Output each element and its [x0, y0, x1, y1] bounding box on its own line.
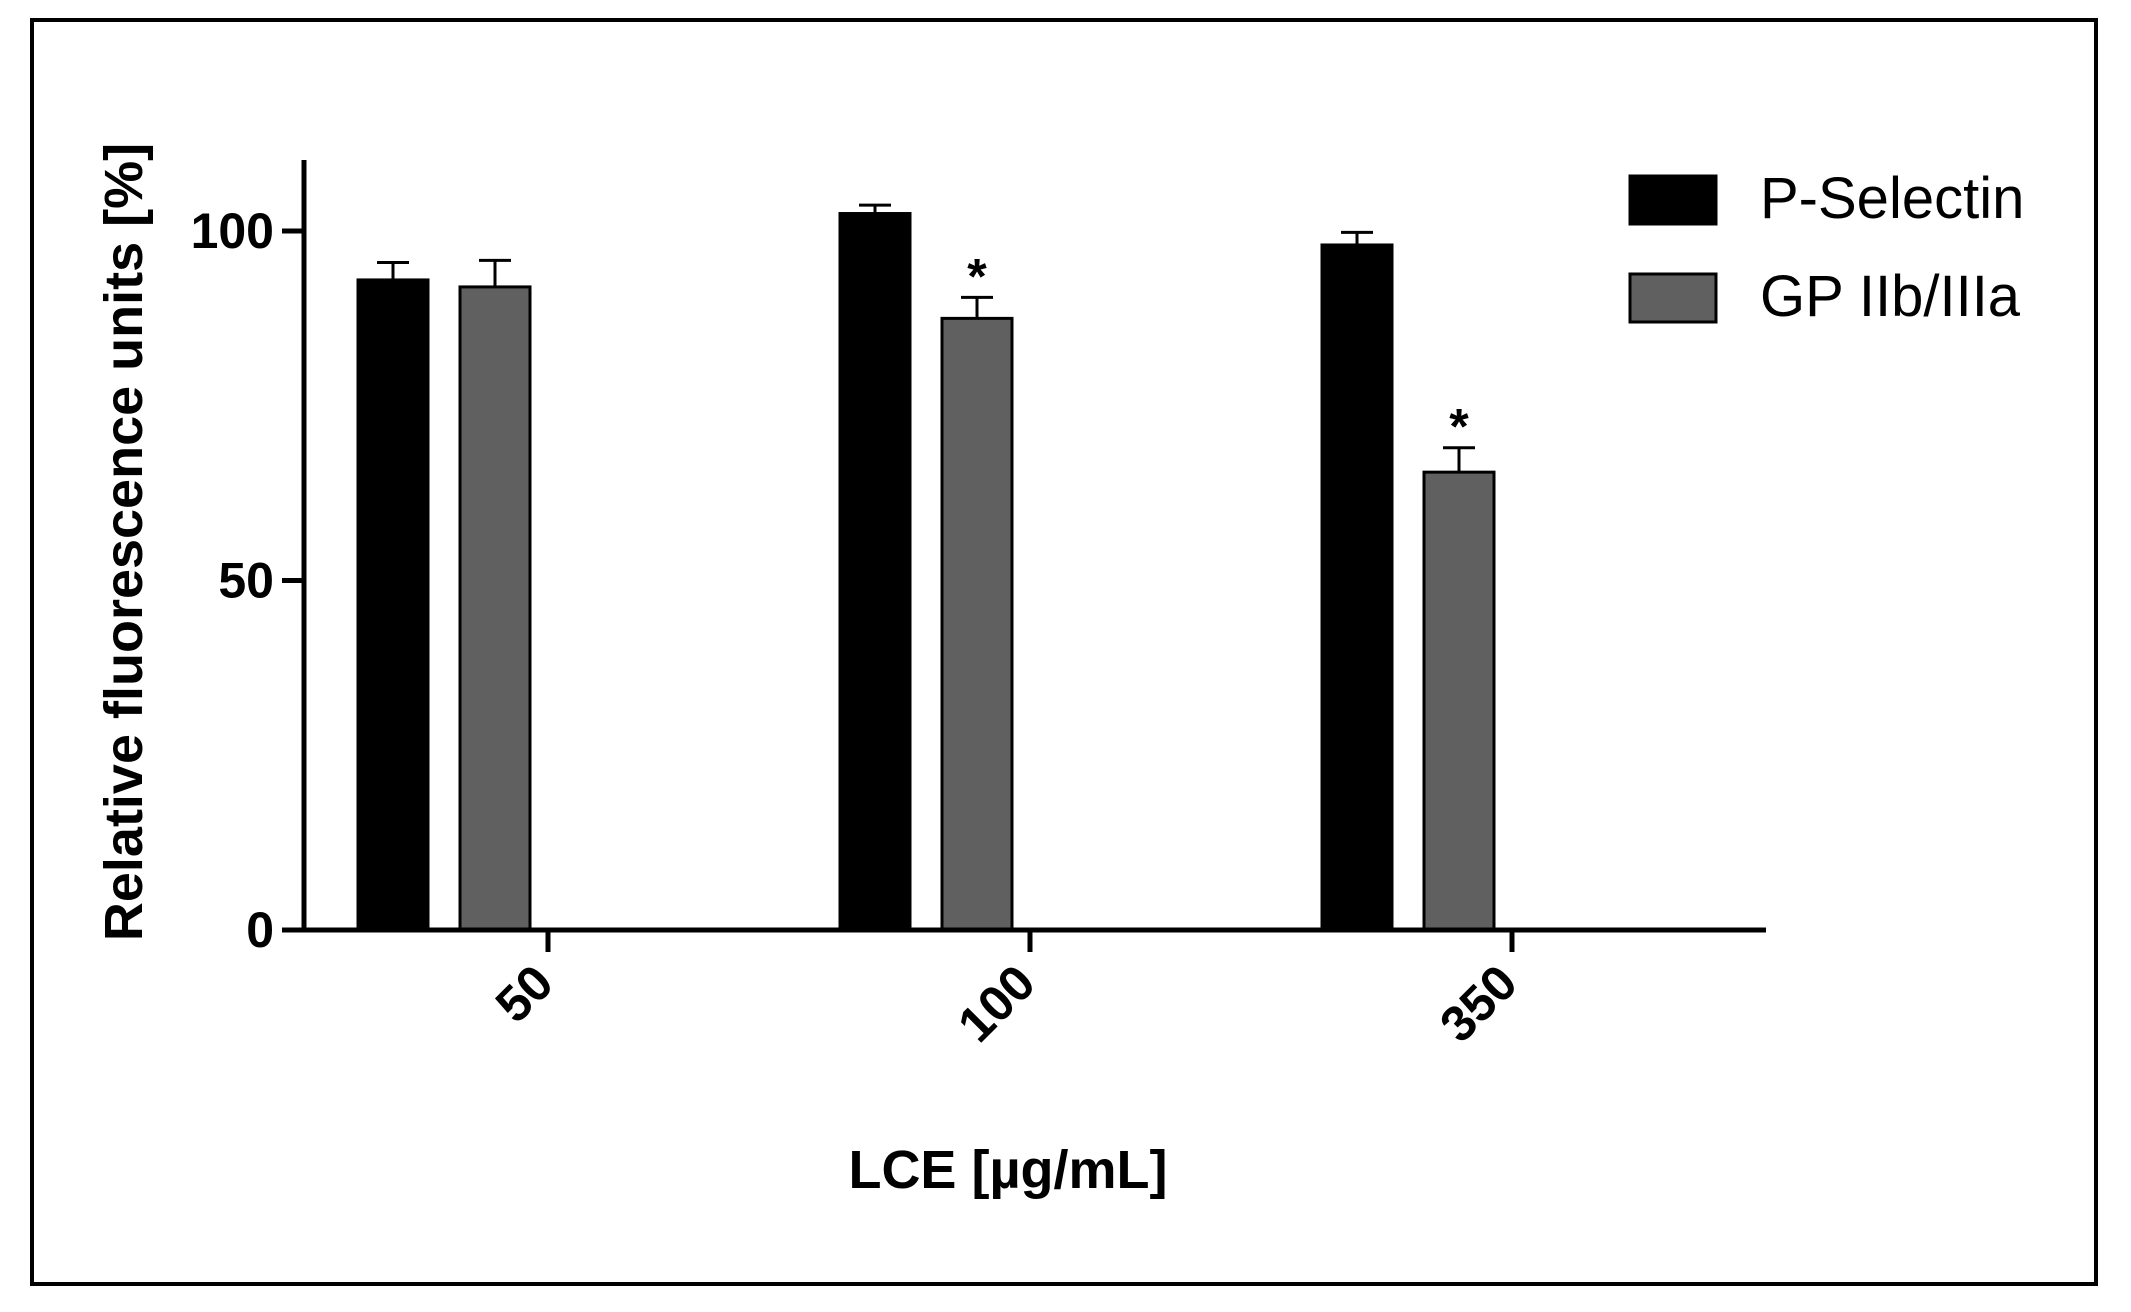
bar-gp-iib-iiia-100: [940, 316, 1014, 932]
x-tick-label: 50: [485, 954, 564, 1033]
bar-p-selectin-350: [1320, 243, 1394, 932]
y-axis-title: Relative fluorescence units [%]: [94, 143, 154, 941]
legend-swatch-1: [1628, 272, 1718, 324]
bar-p-selectin-50: [356, 278, 430, 932]
y-tick-label: 100: [191, 203, 274, 259]
legend: P-Selectin GP IIb/IIIa: [1628, 166, 2024, 329]
significance-marker: *: [1449, 399, 1469, 455]
y-tick-label: 50: [218, 553, 274, 609]
legend-label-0: P-Selectin: [1760, 166, 2024, 231]
bar-gp-iib-iiia-350: [1422, 470, 1496, 932]
bars-layer: **: [356, 203, 1496, 932]
x-tick-label: 350: [1429, 954, 1528, 1053]
bar-gp-iib-iiia-50: [458, 285, 532, 932]
legend-swatch-0: [1628, 174, 1718, 226]
significance-marker: *: [967, 248, 987, 304]
y-tick-label: 0: [246, 902, 274, 958]
bar-p-selectin-100: [838, 212, 912, 932]
x-axis-title: LCE [µg/mL]: [848, 1140, 1167, 1200]
x-tick-label: 100: [947, 954, 1046, 1053]
legend-label-1: GP IIb/IIIa: [1760, 264, 2021, 329]
